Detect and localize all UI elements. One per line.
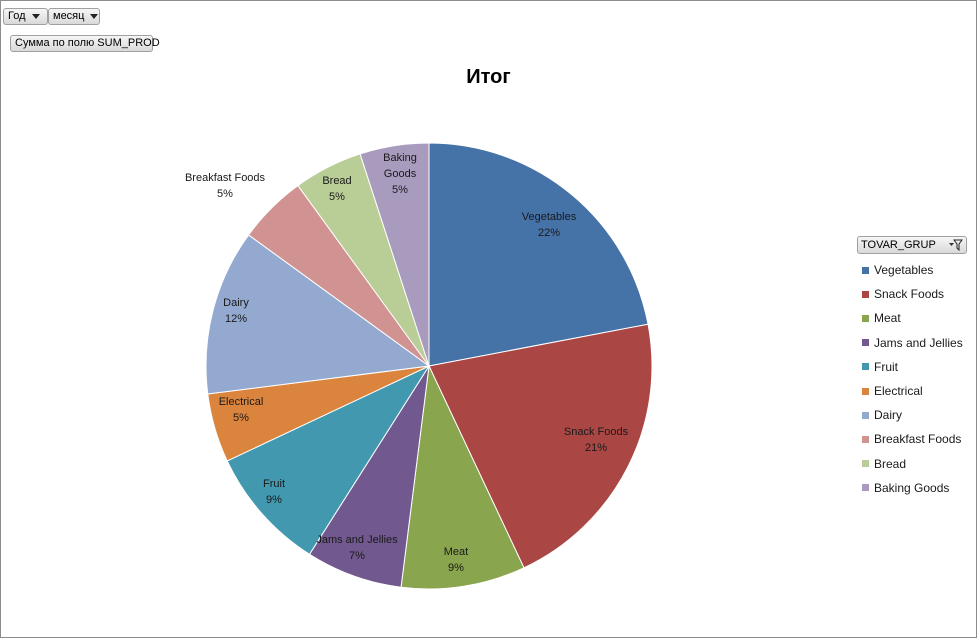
month-filter-label: месяц (53, 10, 85, 22)
filter-dropdown-icon[interactable] (949, 239, 963, 251)
legend-item-breakfast-foods: Breakfast Foods (862, 427, 963, 451)
values-field-button[interactable]: Сумма по полю SUM_PROD (10, 35, 160, 52)
legend-item-bread: Bread (862, 452, 963, 476)
legend-label: Electrical (874, 384, 923, 399)
values-field-label: Сумма по полю SUM_PROD (15, 37, 160, 49)
legend-swatch (862, 411, 869, 419)
legend-label: Dairy (874, 408, 903, 423)
slice-label-dairy: Dairy 12% (223, 297, 249, 325)
slice-label-snack-foods: Snack Foods 21% (564, 426, 629, 454)
legend-swatch (862, 290, 869, 298)
slice-label-bread: Bread 5% (322, 175, 351, 203)
pie-slice-vegetables[interactable] (428, 142, 649, 367)
legend-label: Vegetables (874, 263, 934, 278)
pie-slice-meat[interactable] (400, 364, 525, 590)
legend-swatch (862, 314, 869, 322)
legend-swatch (862, 484, 869, 492)
legend-swatch (862, 339, 869, 347)
legend-item-jams-and-jellies: Jams and Jellies (862, 331, 963, 355)
slice-label-baking-goods: Baking Goods 5% (383, 152, 417, 196)
pie-slice-snack-foods[interactable] (428, 323, 653, 569)
legend-item-meat: Meat (862, 306, 963, 330)
slice-label-vegetables: Vegetables 22% (522, 211, 577, 239)
dropdown-arrow-icon (90, 13, 99, 19)
legend-item-electrical: Electrical (862, 379, 963, 403)
legend: Vegetables Snack Foods Meat Jams and Jellie… (862, 258, 963, 500)
legend-field-label: TOVAR_GRUP (861, 239, 936, 251)
legend-label: Fruit (874, 359, 898, 374)
legend-label: Breakfast Foods (874, 432, 962, 447)
slice-label-jams-and-jellies: Jams and Jellies 7% (316, 534, 398, 562)
slice-label-meat: Meat 9% (444, 546, 468, 574)
pie-slice-baking-goods[interactable] (359, 142, 430, 367)
year-filter-button[interactable]: Год (3, 8, 48, 25)
slice-label-electrical: Electrical 5% (219, 396, 264, 424)
legend-label: Snack Foods (874, 287, 945, 302)
legend-label: Jams and Jellies (874, 335, 963, 350)
legend-swatch (862, 435, 869, 443)
dropdown-arrow-icon (31, 13, 40, 19)
legend-swatch (862, 460, 869, 468)
slice-label-fruit: Fruit 9% (263, 478, 285, 506)
year-filter-label: Год (8, 10, 26, 22)
chart-title: Итог (466, 66, 511, 88)
legend-field-button[interactable]: TOVAR_GRUP (857, 236, 967, 254)
legend-item-baking-goods: Baking Goods (862, 476, 963, 500)
legend-swatch (862, 363, 869, 371)
legend-item-dairy: Dairy (862, 403, 963, 427)
legend-label: Baking Goods (874, 480, 950, 495)
legend-label: Bread (874, 456, 907, 471)
pie-slice-fruit[interactable] (226, 364, 431, 555)
month-filter-button[interactable]: месяц (48, 8, 100, 25)
legend-swatch (862, 387, 869, 395)
pie-slice-dairy[interactable] (205, 234, 431, 395)
legend-item-vegetables: Vegetables (862, 258, 963, 282)
legend-item-fruit: Fruit (862, 355, 963, 379)
legend-item-snack-foods: Snack Foods (862, 282, 963, 306)
legend-label: Meat (874, 311, 901, 326)
slice-label-breakfast-foods: Breakfast Foods 5% (185, 172, 266, 200)
legend-swatch (862, 266, 869, 274)
